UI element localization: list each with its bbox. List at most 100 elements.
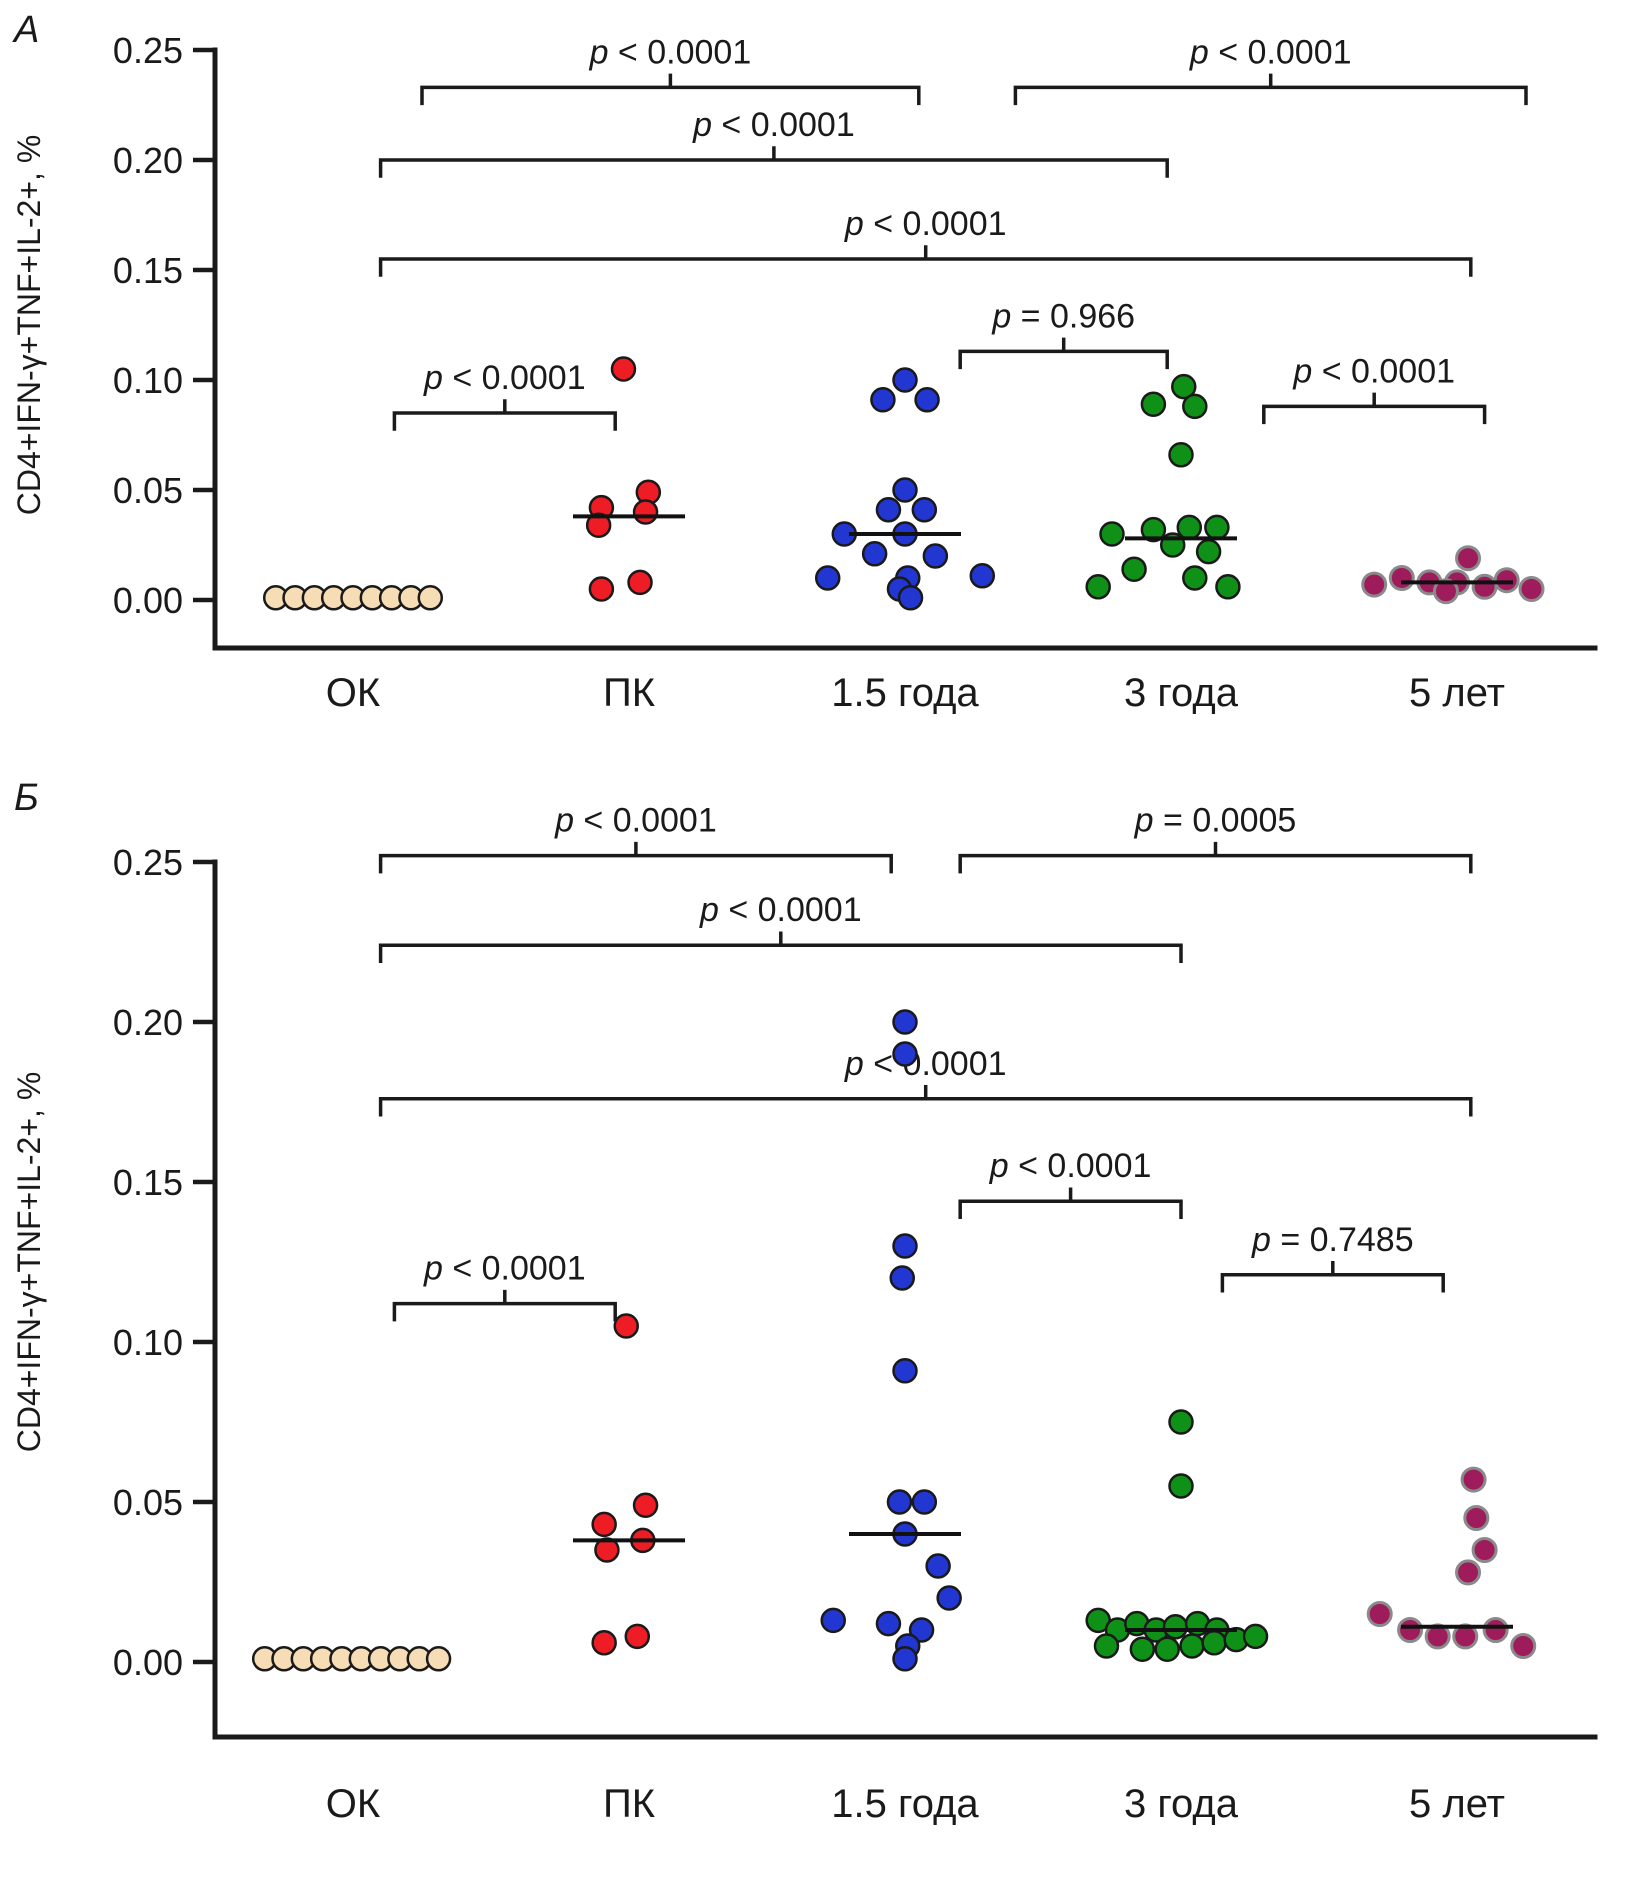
data-point	[1179, 1633, 1205, 1659]
data-point	[591, 1630, 617, 1656]
series-2	[573, 1313, 685, 1656]
series-5	[1366, 1466, 1537, 1659]
y-tick-label: 0.05	[113, 470, 183, 511]
y-axis-title: CD4+IFN-γ+TNF+IL-2+, %	[11, 1072, 47, 1453]
x-category-label: 5 лет	[1409, 1782, 1505, 1826]
x-category-label: 3 года	[1124, 1782, 1239, 1826]
data-point	[1361, 571, 1388, 598]
data-point	[969, 563, 996, 589]
data-point	[1140, 391, 1167, 417]
data-point	[1168, 442, 1194, 468]
data-point	[1242, 1623, 1269, 1650]
data-point	[892, 1009, 918, 1035]
data-point	[1093, 1633, 1120, 1659]
data-point	[1182, 393, 1208, 420]
data-point	[875, 497, 902, 523]
data-point	[632, 499, 659, 525]
significance-bracket	[958, 337, 1169, 370]
data-point	[1085, 574, 1111, 600]
significance-bracket	[1220, 1261, 1445, 1293]
x-category-label: ОК	[326, 1782, 381, 1826]
data-point	[417, 585, 444, 611]
data-point	[892, 1041, 918, 1067]
p-value-label: p < 0.0001	[844, 1045, 1007, 1083]
data-point	[886, 1489, 913, 1515]
data-point	[1140, 516, 1167, 543]
significance-bracket	[378, 841, 893, 874]
x-category-label: ПК	[603, 671, 656, 715]
p-value-label: p < 0.0001	[699, 891, 862, 929]
data-point	[936, 1585, 962, 1611]
x-category-label: 3 года	[1124, 671, 1239, 715]
panel-label: А	[12, 9, 39, 51]
series-3	[820, 1009, 962, 1672]
data-point	[892, 1233, 918, 1259]
data-point	[911, 1489, 938, 1515]
data-point	[613, 1313, 639, 1339]
significance-bracket	[958, 1187, 1183, 1219]
data-point	[1171, 373, 1197, 400]
significance-bracket	[378, 245, 1473, 277]
y-tick-label: 0.25	[113, 842, 183, 883]
p-value-label: p < 0.0001	[844, 205, 1007, 243]
panel-b-chart: Б CD4+IFN-γ+TNF+IL-2+, % 0.00 0.05 0.10 0.15 0…	[11, 777, 1598, 1826]
data-point	[1099, 521, 1125, 547]
data-point	[1482, 1617, 1509, 1643]
y-tick-label: 0.10	[113, 360, 183, 401]
y-tick-label: 0.00	[113, 580, 183, 621]
axes	[212, 859, 1598, 1740]
data-point	[610, 356, 637, 382]
data-point	[632, 1492, 659, 1518]
data-point	[1176, 514, 1203, 541]
data-point	[627, 569, 653, 596]
series-1	[262, 585, 444, 611]
data-point	[1455, 545, 1482, 572]
data-point	[892, 1646, 918, 1672]
data-point	[1154, 1636, 1180, 1662]
y-tick-label: 0.20	[113, 140, 183, 181]
y-tick-label: 0.00	[113, 1642, 183, 1683]
significance-bracket	[392, 1289, 617, 1322]
significance-bracket	[958, 841, 1473, 874]
data-point	[1215, 574, 1241, 600]
data-point	[925, 1553, 951, 1579]
data-point	[588, 576, 615, 602]
data-point	[908, 1617, 935, 1643]
significance-bracket	[1013, 73, 1528, 106]
p-value-label: p < 0.0001	[554, 802, 717, 840]
y-axis-title: CD4+IFN-γ+TNF+IL-2+, %	[11, 135, 47, 516]
y-tick-label: 0.05	[113, 1482, 183, 1523]
significance-bracket	[378, 931, 1183, 963]
axes	[212, 47, 1598, 651]
data-point	[1510, 1633, 1537, 1659]
significance-bracket	[1262, 392, 1487, 425]
data-point	[1366, 1601, 1393, 1627]
series-4	[1085, 1409, 1269, 1662]
series-1	[251, 1646, 452, 1672]
data-point	[1518, 576, 1545, 602]
y-tick-label: 0.25	[113, 30, 183, 71]
data-point	[1204, 514, 1230, 541]
p-value-label: p < 0.0001	[423, 359, 586, 397]
series-4	[1085, 373, 1241, 600]
data-point	[1460, 1466, 1487, 1493]
panel-label: Б	[14, 777, 39, 819]
p-value-label: p = 0.7485	[1251, 1221, 1414, 1259]
data-point	[889, 1265, 915, 1291]
data-point	[1195, 538, 1222, 565]
data-point	[1201, 1630, 1227, 1656]
panel-a-chart: А CD4+IFN-γ+TNF+IL-2+, % 0.00 0.05 0.10 0.15 0…	[11, 9, 1598, 715]
p-value-label: p < 0.0001	[989, 1147, 1152, 1185]
significance-bracket	[378, 146, 1169, 178]
data-point	[1129, 1636, 1156, 1662]
series-3	[814, 367, 996, 611]
data-point	[892, 477, 918, 503]
p-value-label: p = 0.966	[991, 297, 1135, 335]
p-value-label: p < 0.0001	[1292, 352, 1455, 390]
p-value-label: p < 0.0001	[692, 106, 855, 144]
y-tick-label: 0.20	[113, 1002, 183, 1043]
data-point	[861, 541, 888, 567]
significance-bracket	[392, 399, 617, 431]
data-point	[870, 387, 896, 413]
